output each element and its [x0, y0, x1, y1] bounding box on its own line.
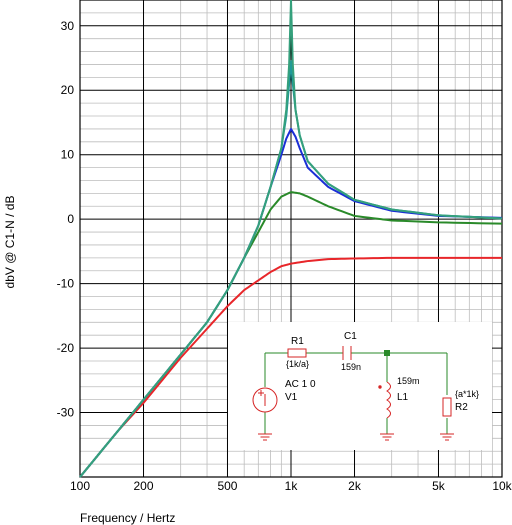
x-tick-label: 5k: [432, 479, 446, 493]
x-axis-title: Frequency / Hertz: [80, 511, 175, 525]
r2-name-label: R2: [455, 402, 468, 413]
source-value-label: AC 1 0: [285, 379, 316, 390]
c1-value-label: 159n: [341, 362, 361, 372]
x-tick-label: 10k: [492, 479, 512, 493]
ground-v1-symbol: [258, 433, 272, 441]
l1-name-label: L1: [397, 392, 409, 403]
source-plus-marker: [258, 390, 264, 396]
schematic-background: [228, 322, 492, 450]
capacitor-c1-symbol: [342, 346, 352, 360]
resistor-r1-symbol: [287, 348, 307, 358]
y-tick-label: 10: [61, 148, 75, 162]
inductor-l1-symbol: [386, 381, 391, 419]
ground-l1-symbol: [380, 433, 394, 441]
x-tick-label: 500: [217, 479, 237, 493]
x-tick-label: 1k: [285, 479, 299, 493]
l1-value-label: 159m: [397, 376, 420, 386]
r1-value-label: {1k/a}: [286, 359, 309, 369]
x-tick-label: 2k: [348, 479, 362, 493]
c1-name-label: C1: [344, 331, 357, 342]
schematic-components: [252, 346, 454, 441]
y-tick-label: 30: [61, 19, 75, 33]
y-tick-label: 0: [67, 212, 74, 226]
inductor-dot-marker: [378, 385, 382, 389]
x-tick-label: 100: [70, 479, 90, 493]
series-line-1: [79, 256, 502, 478]
r1-name-label: R1: [291, 336, 304, 347]
series-line-5: [79, 0, 503, 478]
source-name-label: V1: [285, 392, 298, 403]
r2-value-label: {a*1k}: [455, 389, 479, 399]
y-tick-label: 20: [61, 83, 75, 97]
ground-r2-symbol: [440, 433, 454, 441]
plot-frame: [79, 0, 503, 478]
schematic-wires: [264, 352, 448, 434]
resistor-r2-symbol: [442, 397, 452, 417]
schematic-junction: [384, 350, 390, 356]
y-tick-label: -30: [57, 406, 75, 420]
x-tick-label: 200: [134, 479, 154, 493]
series-layer: [79, 0, 503, 478]
y-tick-label: -20: [57, 341, 75, 355]
y-axis-title: dbV @ C1-N / dB: [3, 196, 17, 289]
schematic-inset: R1 {1k/a} C1 159n AC 1 0 V1 159m L1 {a*1…: [228, 322, 492, 450]
y-tick-label: -10: [57, 277, 75, 291]
